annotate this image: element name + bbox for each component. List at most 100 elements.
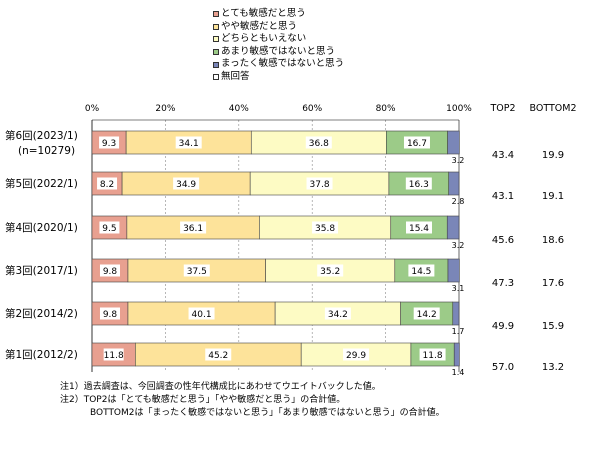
data-label-box [312,221,339,234]
data-label: 40.1 [192,310,212,320]
data-label-box [343,348,370,361]
bar-segment [448,171,460,196]
bar-segment [446,215,460,240]
legend-label: あまり敏感ではないと思う [221,45,336,57]
side-column-value: 43.1 [492,191,514,202]
data-label: 34.2 [328,310,348,320]
data-label: 34.1 [179,139,199,149]
category-label: 第3回(2017/1) [5,264,78,277]
category-label: 第1回(2012/2) [5,348,78,361]
data-label: 14.2 [417,310,437,320]
legend-label: どちらともいえない [221,33,307,45]
data-label-box [405,177,432,190]
data-label: 9.8 [103,267,118,277]
side-column-value: 18.6 [542,235,564,246]
data-label-box [306,177,333,190]
data-label-box [408,264,435,277]
data-label-box [205,348,232,361]
side-column-value: 43.4 [492,150,514,161]
side-column-value: 45.6 [492,235,514,246]
data-label: 37.5 [187,267,207,277]
data-label-box [173,177,200,190]
legend-item: あまり敏感ではないと思う [213,46,344,59]
notes: 注1）過去調査は、今回調査の性年代構成比にあわせてウエイトバックした値。 注2）… [60,381,445,420]
bar-segment [447,130,460,155]
data-label-box [324,307,351,320]
data-label: 15.4 [409,224,429,234]
data-label-box [405,221,432,234]
legend-item: やや敏感だと思う [213,21,344,34]
legend-label: とても敏感だと思う [221,8,306,19]
data-label: 2.8 [452,197,465,206]
data-label: 11.8 [104,351,124,361]
data-label: 35.8 [315,224,335,234]
side-column-header: TOP2 [489,103,515,114]
note-1: 注1）過去調査は、今回調査の性年代構成比にあわせてウエイトバックした値。 [60,382,381,392]
data-label: 36.8 [309,139,329,149]
legend-swatch [213,61,219,68]
data-label: 14.5 [411,267,431,277]
data-label-box [413,307,440,320]
side-column-value: 49.9 [492,321,514,332]
legend-item: 無回答 [213,71,344,84]
data-label-box [175,136,202,149]
data-label: 3.2 [452,241,465,250]
legend: とても敏感だと思う やや敏感だと思う どちらともいえない あまり敏感ではないと思う まっ… [213,8,344,84]
data-label-box [317,264,344,277]
data-label-box [180,221,207,234]
data-label-box [99,307,120,320]
data-label-box [419,348,446,361]
data-label: 36.1 [183,224,203,234]
category-label: 第6回(2023/1) [5,129,78,142]
data-label: 9.5 [102,224,116,234]
bar-segment [452,301,460,326]
data-label-box [305,136,332,149]
legend-swatch [213,36,219,43]
legend-label: まったく敏感ではないと思う [221,58,345,70]
x-tick-label: 80% [376,104,396,114]
data-label: 3.1 [452,284,465,293]
legend-swatch [213,74,219,81]
data-label: 45.2 [208,351,228,361]
bar-segment [447,258,460,283]
side-column-value: 15.9 [542,321,564,332]
data-label-box [99,264,120,277]
side-column-value: 19.1 [542,191,564,202]
side-column-value: 13.2 [542,362,564,373]
data-label: 8.2 [100,180,114,190]
data-label: 9.3 [102,139,116,149]
legend-label: やや敏感だと思う [221,20,298,32]
data-label: 11.8 [423,351,443,361]
data-label-box [403,136,430,149]
data-label: 16.3 [409,180,429,190]
data-label-box [188,307,215,320]
legend-item: とても敏感だと思う [213,8,344,21]
legend-item: まったく敏感ではないと思う [213,58,344,71]
side-column-value: 57.0 [492,362,514,373]
legend-swatch [213,49,219,56]
data-label: 37.8 [310,180,330,190]
data-label: 35.2 [320,267,340,277]
data-label: 9.8 [103,310,118,320]
legend-item: どちらともいえない [213,33,344,46]
side-column-value: 47.3 [492,278,514,289]
category-label: 第5回(2022/1) [5,177,78,190]
side-column-value: 19.9 [542,150,564,161]
category-label: 第2回(2014/2) [5,307,78,320]
legend-label: 無回答 [221,70,250,82]
data-label-box [97,177,118,190]
data-label-box [183,264,210,277]
data-label: 1.4 [452,368,465,377]
data-label: 16.7 [407,139,427,149]
data-label: 1.7 [452,327,465,336]
note-3: BOTTOM2は「まったく敏感ではないと思う」「あまり敏感ではないと思う」の合計… [90,408,445,418]
x-tick-label: 20% [155,104,175,114]
legend-swatch [213,11,219,18]
category-label: 第4回(2020/1) [5,221,78,234]
stacked-bar-chart: 0% 20% 40% 60% 80% 100% TOP2 BOTTOM2 9.3 34.1 36.8… [5,103,577,377]
x-tick-label: 40% [229,104,249,114]
side-column-header: BOTTOM2 [530,103,577,114]
bar-segment [453,342,460,367]
side-column-value: 17.6 [542,278,564,289]
data-label-box [99,221,120,234]
